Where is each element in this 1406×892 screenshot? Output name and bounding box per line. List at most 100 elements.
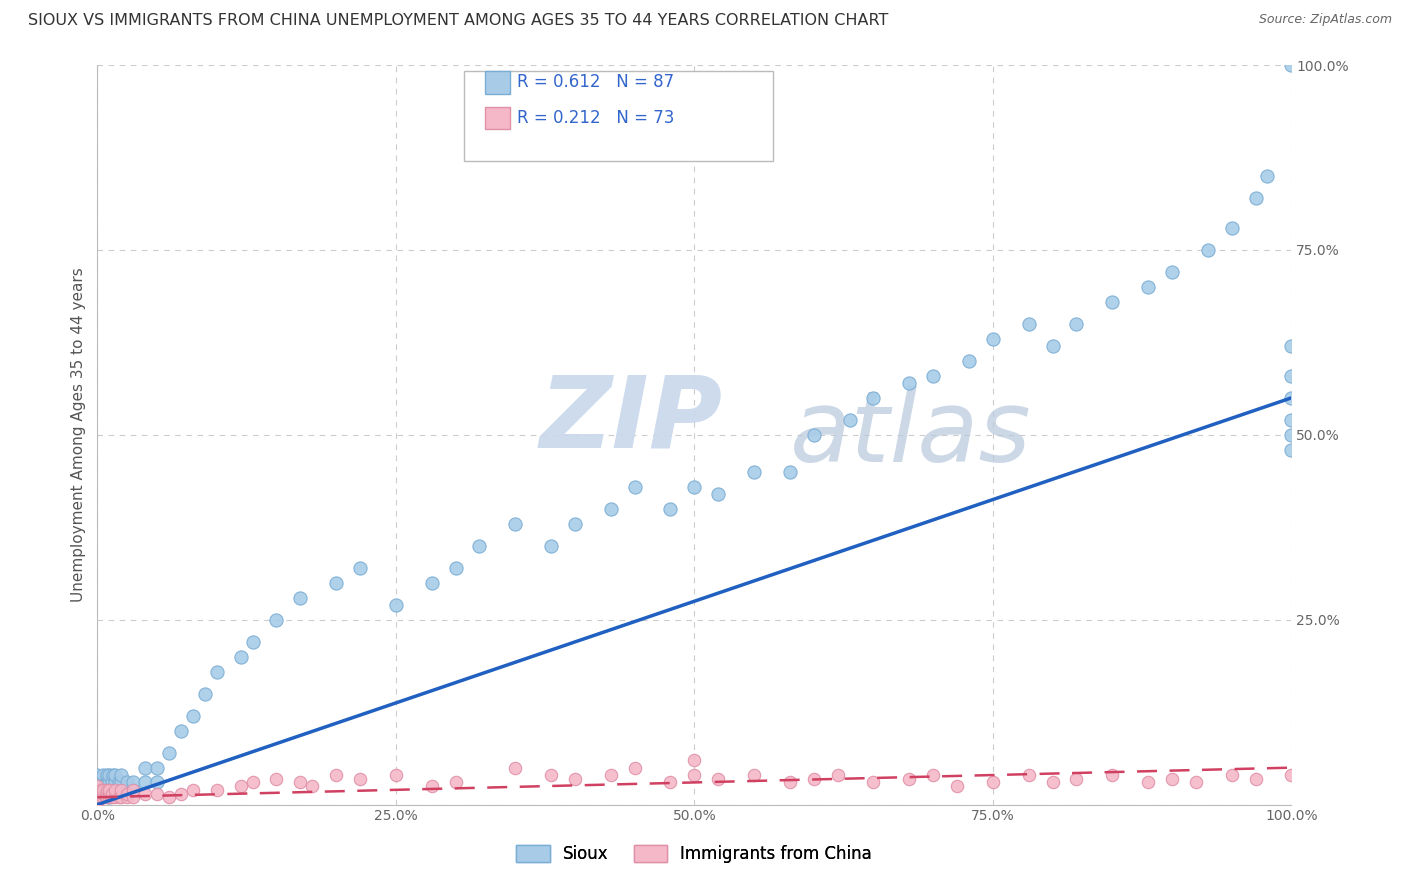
Point bbox=[104, 790, 127, 805]
Point bbox=[98, 782, 121, 797]
Point bbox=[349, 772, 371, 786]
Point bbox=[96, 782, 118, 797]
Point bbox=[94, 775, 117, 789]
Point bbox=[100, 787, 122, 801]
Point bbox=[96, 790, 118, 805]
Point bbox=[115, 782, 138, 797]
Text: atlas: atlas bbox=[790, 386, 1032, 483]
Point bbox=[205, 782, 228, 797]
Point bbox=[957, 354, 980, 368]
Point bbox=[115, 790, 138, 805]
Point bbox=[122, 782, 145, 797]
Point bbox=[1066, 317, 1088, 331]
Point bbox=[503, 761, 526, 775]
Point bbox=[170, 787, 193, 801]
Point bbox=[981, 332, 1004, 346]
Point bbox=[194, 687, 217, 701]
Point bbox=[104, 768, 127, 782]
Point bbox=[115, 787, 138, 801]
Text: Source: ZipAtlas.com: Source: ZipAtlas.com bbox=[1258, 13, 1392, 27]
Point bbox=[101, 768, 124, 782]
Point bbox=[683, 768, 706, 782]
Point bbox=[779, 775, 801, 789]
Point bbox=[623, 480, 645, 494]
Point bbox=[1161, 265, 1184, 279]
Point bbox=[1042, 775, 1064, 789]
Point bbox=[86, 797, 108, 812]
Point bbox=[86, 794, 108, 808]
Point bbox=[922, 368, 945, 383]
Point bbox=[146, 775, 169, 789]
Point bbox=[157, 746, 180, 760]
Point bbox=[86, 775, 108, 789]
Point bbox=[742, 465, 765, 479]
Point bbox=[90, 782, 112, 797]
Point bbox=[100, 782, 122, 797]
Point bbox=[108, 775, 131, 789]
Point bbox=[98, 787, 121, 801]
Point bbox=[1279, 391, 1302, 405]
Point bbox=[181, 782, 204, 797]
Point bbox=[444, 561, 467, 575]
Point bbox=[707, 487, 730, 501]
Point bbox=[98, 790, 121, 805]
Point bbox=[108, 782, 131, 797]
Point bbox=[385, 768, 408, 782]
Point bbox=[1279, 368, 1302, 383]
Y-axis label: Unemployment Among Ages 35 to 44 years: Unemployment Among Ages 35 to 44 years bbox=[72, 268, 86, 602]
Point bbox=[1101, 294, 1123, 309]
Point bbox=[290, 775, 312, 789]
Point bbox=[1220, 220, 1243, 235]
Point bbox=[1244, 191, 1267, 205]
Point bbox=[108, 790, 131, 805]
Point bbox=[1018, 317, 1040, 331]
Point bbox=[707, 772, 730, 786]
Point bbox=[122, 790, 145, 805]
Point bbox=[94, 790, 117, 805]
Point bbox=[115, 775, 138, 789]
Point bbox=[981, 775, 1004, 789]
Text: ZIP: ZIP bbox=[538, 372, 723, 468]
Text: SIOUX VS IMMIGRANTS FROM CHINA UNEMPLOYMENT AMONG AGES 35 TO 44 YEARS CORRELATIO: SIOUX VS IMMIGRANTS FROM CHINA UNEMPLOYM… bbox=[28, 13, 889, 29]
Legend: Sioux, Immigrants from China: Sioux, Immigrants from China bbox=[516, 845, 872, 863]
Point bbox=[96, 775, 118, 789]
Point bbox=[564, 772, 586, 786]
Point bbox=[659, 775, 682, 789]
Point bbox=[229, 779, 252, 793]
Point bbox=[205, 665, 228, 679]
Point bbox=[98, 782, 121, 797]
Point bbox=[1197, 243, 1219, 257]
Point bbox=[1101, 768, 1123, 782]
Point bbox=[946, 779, 969, 793]
Point bbox=[779, 465, 801, 479]
Point bbox=[110, 790, 132, 805]
Point bbox=[94, 782, 117, 797]
Point bbox=[98, 775, 121, 789]
Point bbox=[683, 480, 706, 494]
Point bbox=[91, 790, 114, 805]
Point bbox=[1137, 280, 1160, 294]
Point bbox=[922, 768, 945, 782]
Point bbox=[134, 787, 156, 801]
Point bbox=[540, 768, 562, 782]
Point bbox=[229, 649, 252, 664]
Point bbox=[122, 775, 145, 789]
Point bbox=[1279, 428, 1302, 442]
Point bbox=[86, 782, 108, 797]
Point bbox=[86, 782, 108, 797]
Point bbox=[110, 768, 132, 782]
Point bbox=[827, 768, 849, 782]
Point bbox=[90, 790, 112, 805]
Point bbox=[420, 575, 443, 590]
Point bbox=[91, 775, 114, 789]
Point bbox=[301, 779, 323, 793]
Text: R = 0.212   N = 73: R = 0.212 N = 73 bbox=[517, 109, 675, 127]
Point bbox=[266, 772, 288, 786]
Point bbox=[100, 790, 122, 805]
Point bbox=[349, 561, 371, 575]
Point bbox=[100, 775, 122, 789]
Point bbox=[503, 516, 526, 531]
Point bbox=[444, 775, 467, 789]
Point bbox=[242, 775, 264, 789]
Point bbox=[104, 775, 127, 789]
